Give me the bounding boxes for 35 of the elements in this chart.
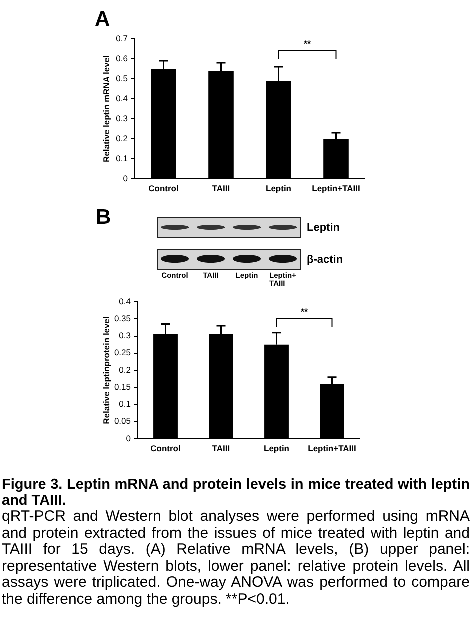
annotation: ** bbox=[300, 306, 308, 317]
x-tick-label: Control bbox=[150, 443, 181, 454]
text: β-actin bbox=[307, 254, 344, 266]
y-tick-label: 0.6 bbox=[116, 53, 128, 64]
caption: Figure 3. Leptin mRNA and protein levels in mice treated with leptin and TAIII. bbox=[2, 477, 470, 509]
y-tick-label: 0.2 bbox=[116, 133, 128, 144]
x-tick-label: TAIII bbox=[212, 183, 230, 194]
y-tick-label: 0.1 bbox=[116, 153, 128, 164]
y-axis-title: Relative leptinprotein level bbox=[101, 316, 112, 424]
x-tick-label: Leptin bbox=[264, 443, 290, 454]
y-tick-label: 0.5 bbox=[116, 73, 128, 84]
x-tick-label: Leptin+TAIII bbox=[308, 443, 356, 454]
y-tick-label: 0.4 bbox=[119, 296, 132, 306]
y-tick-label: 0.25 bbox=[114, 348, 132, 358]
y-tick-label: 0.3 bbox=[119, 330, 132, 341]
x-tick-label: Leptin+TAIII bbox=[312, 183, 360, 194]
text: qRT-PCR and Western blot analyses were performed using mRNA and protein extracted from the issues of mice treated with leptin and TAIII for 15 days. (A) Relative mRNA levels, (B) upper panel: representative Western blots, lower panel: relative protein levels. All assays were triplicated. One-way ANOVA was performed to compare the difference among the groups. **P<0.01. bbox=[2, 508, 470, 609]
y-tick-label: 0.1 bbox=[119, 399, 132, 410]
y-tick-label: 0.15 bbox=[114, 382, 132, 392]
y-tick-label: 0.05 bbox=[114, 416, 132, 426]
y-tick-label: 0.3 bbox=[116, 113, 128, 124]
y-tick-label: 0 bbox=[126, 433, 132, 444]
y-tick-label: 0.7 bbox=[116, 33, 128, 44]
chart-title: A bbox=[95, 8, 110, 31]
y-tick-label: 0.35 bbox=[114, 313, 132, 324]
y-tick-label: 0 bbox=[123, 173, 128, 184]
text: B bbox=[96, 206, 112, 229]
annotation: ** bbox=[304, 38, 312, 49]
x-tick-label: Control bbox=[148, 183, 179, 194]
x-tick-label: Leptin bbox=[266, 183, 292, 194]
y-tick-label: 0.4 bbox=[116, 93, 128, 104]
y-axis-title: Relative leptin mRNA level bbox=[101, 56, 112, 162]
y-tick-label: 0.2 bbox=[119, 364, 132, 375]
x-tick-label: TAIII bbox=[212, 443, 230, 454]
text: Leptin bbox=[307, 222, 340, 234]
